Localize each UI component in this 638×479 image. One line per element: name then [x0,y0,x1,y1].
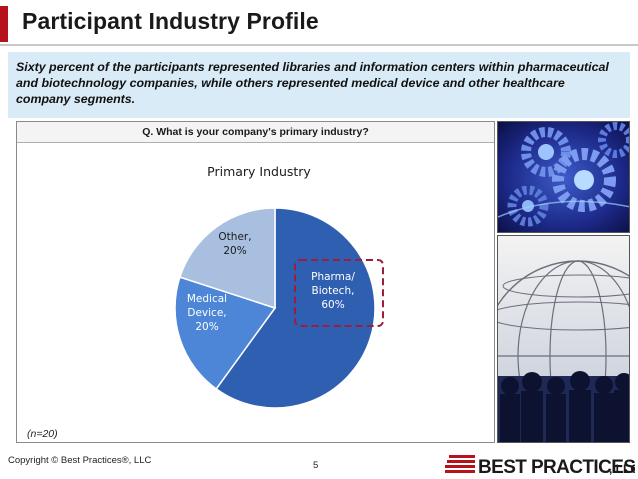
title-accent-bar [0,6,8,42]
slice-label-0-line-0: Pharma/ [311,271,355,283]
slice-label-2-line-0: Other, [218,231,251,243]
survey-question: Q. What is your company's primary indust… [17,122,494,143]
highlight-box [294,259,384,327]
sample-size-note: (n=20) [27,428,58,440]
pie-chart: Primary Industry Pharma/Biotech, 60% Medic… [174,164,384,409]
best-practices-logo: BEST PRACTICES , LLC [445,455,635,477]
summary-text: Sixty percent of the participants repres… [8,52,630,118]
slice-label-1-line-1: Device, [187,307,226,319]
chart-panel: Q. What is your company's primary indust… [16,121,495,443]
slice-label-0-line-2: 60% [321,299,344,311]
pie-slice-2 [178,207,276,310]
slice-label-0-line-1: Biotech, [312,285,355,297]
page-number: 5 [313,460,319,471]
logo-text: BEST PRACTICES [478,457,635,477]
slice-label-1-line-0: Medical [187,293,227,305]
pie-slice-1 [174,276,277,390]
slice-label-1-line-2: 20% [195,321,218,333]
globe-audience-image [497,235,630,443]
slice-label-2-line-1: 20% [223,245,246,257]
decorative-images [497,121,630,443]
logo-suffix: , LLC [609,462,635,476]
slide-title: Participant Industry Profile [22,8,319,34]
copyright-text: Copyright © Best Practices®, LLC [8,455,152,466]
chart-title: Primary Industry [207,164,311,179]
gears-image [497,121,630,233]
logo-stripes-icon [445,455,475,473]
title-divider [0,44,638,46]
